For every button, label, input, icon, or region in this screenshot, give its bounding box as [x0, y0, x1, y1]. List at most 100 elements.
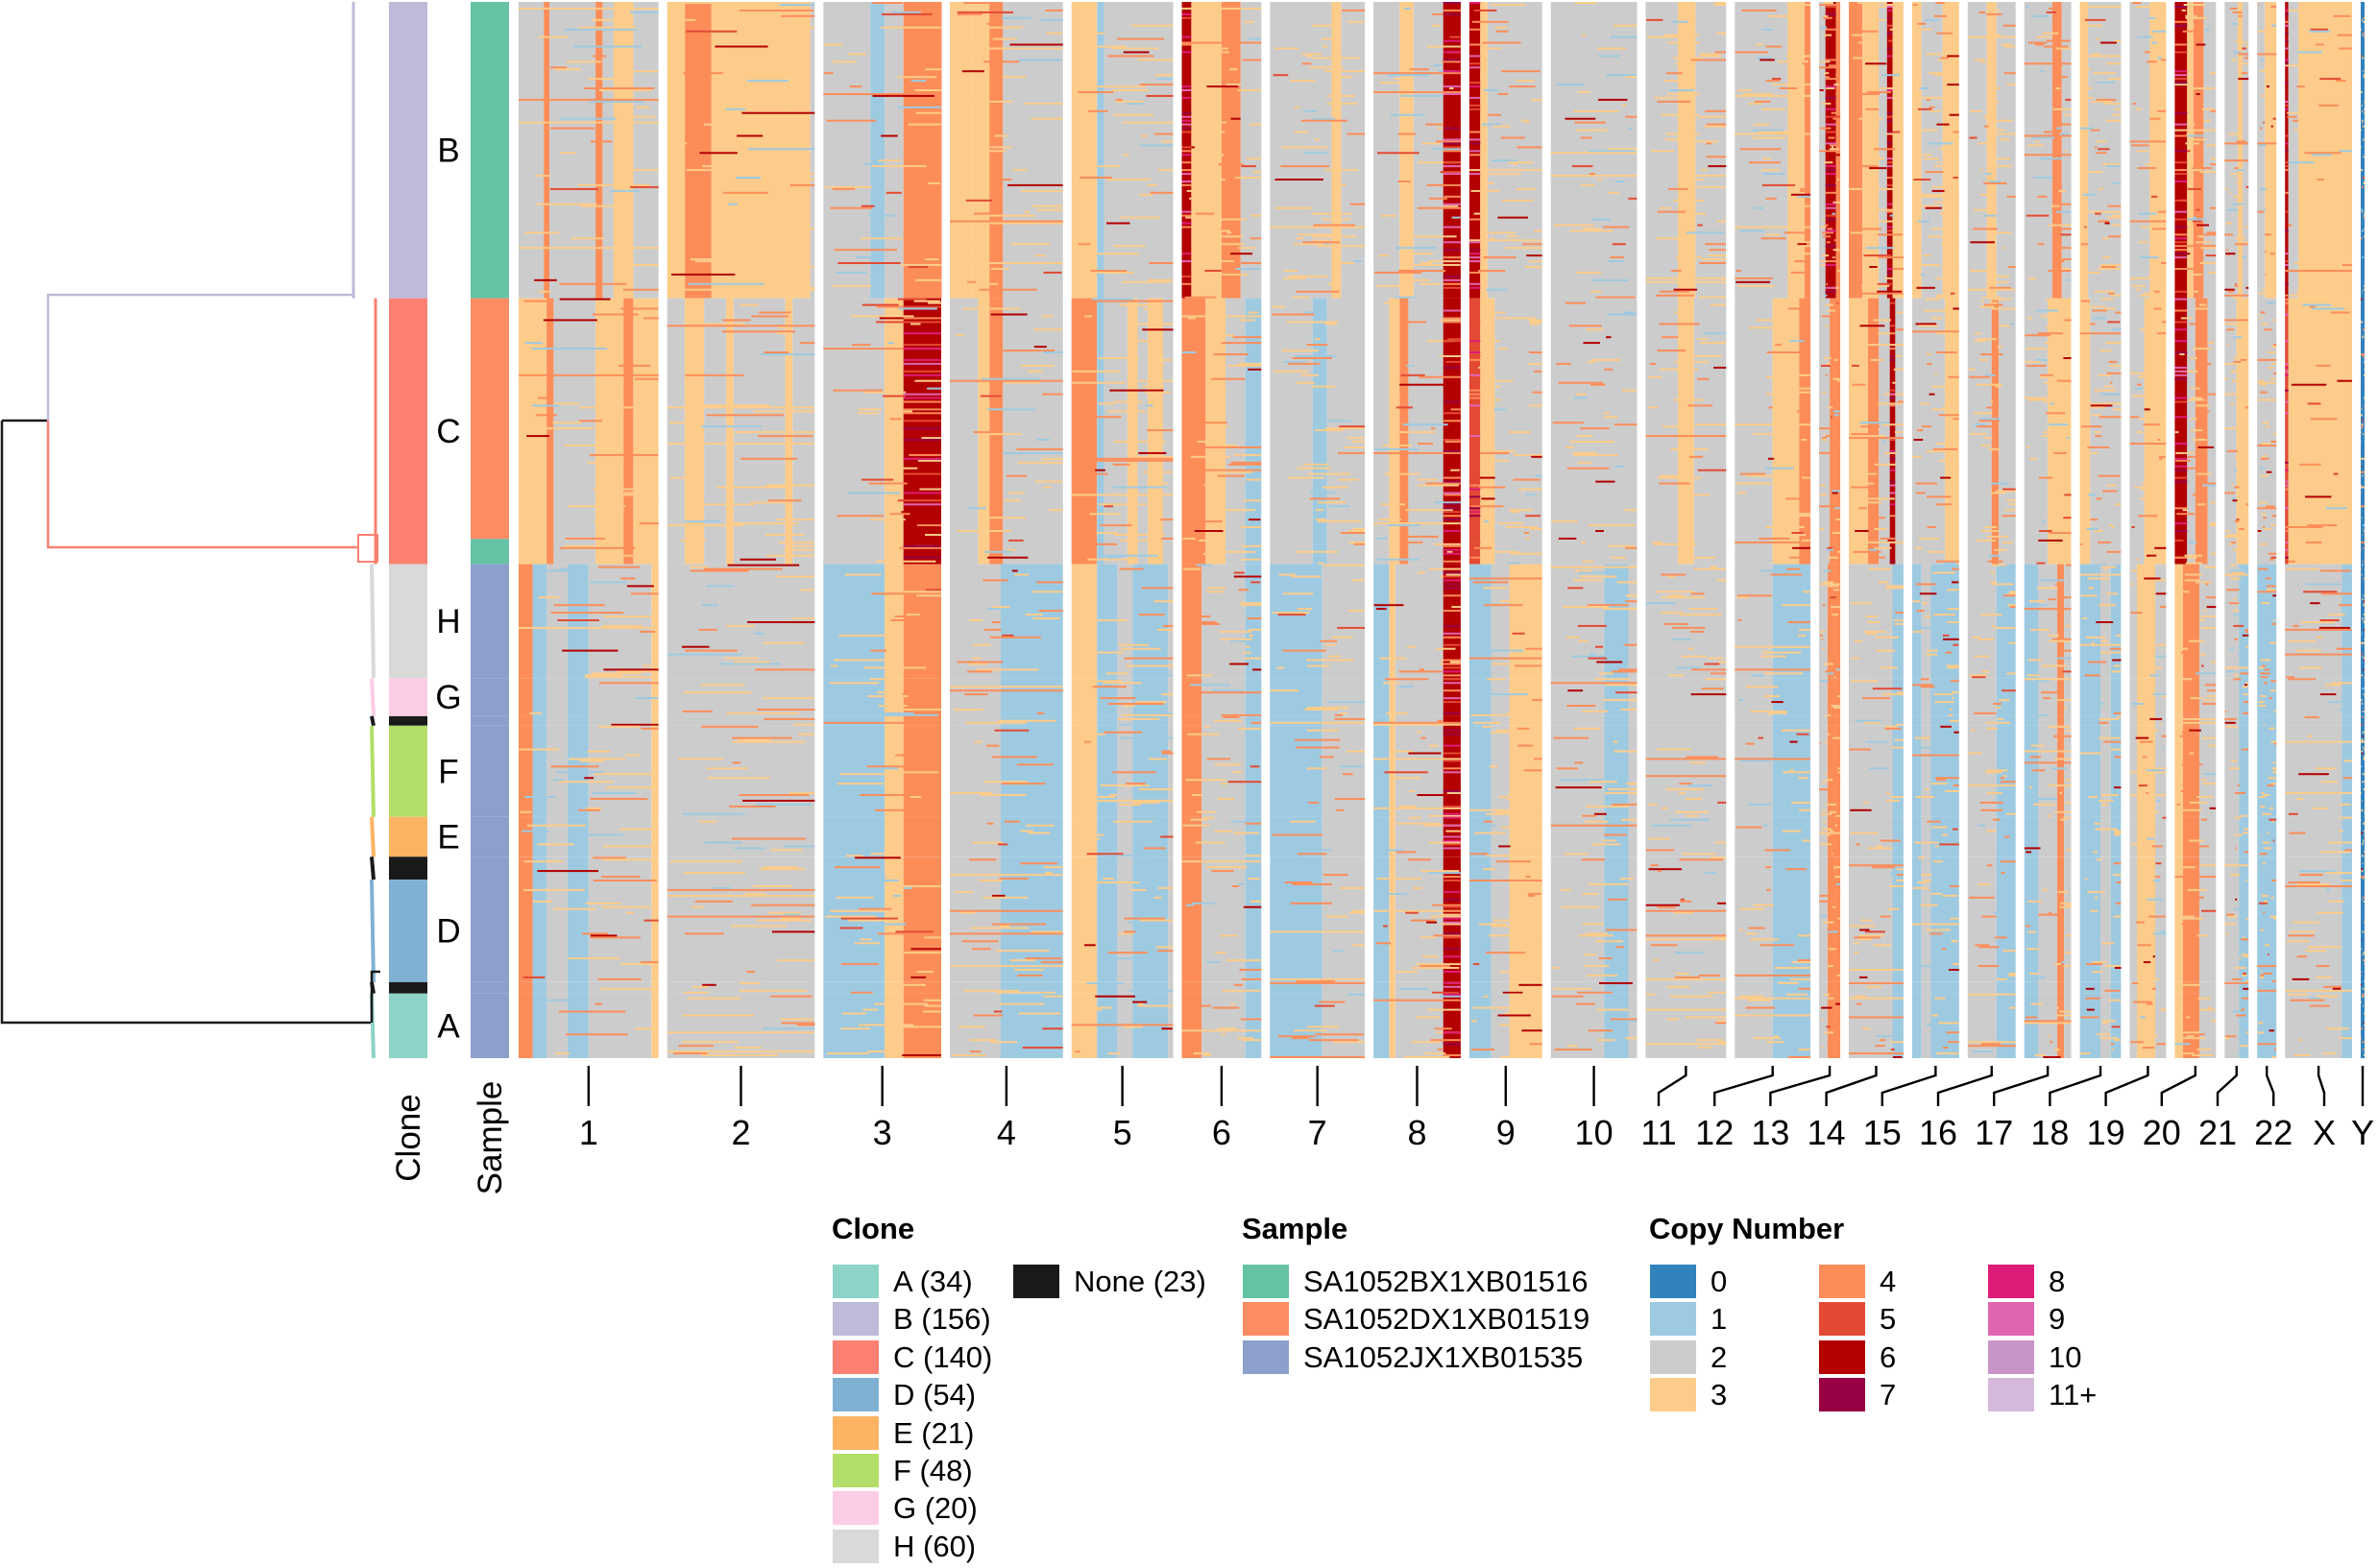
cn-cell-run	[1587, 604, 1629, 607]
cn-cell-run	[2262, 812, 2271, 815]
cn-cell-run	[870, 649, 886, 652]
cn-cell-run	[602, 858, 659, 861]
cn-cell-run	[1611, 803, 1638, 806]
cn-cell-run	[1948, 210, 1959, 213]
cn-cell-run	[524, 342, 544, 345]
cn-cell-run	[1443, 643, 1461, 646]
cn-cell-run	[2285, 161, 2289, 164]
cn-cell-run	[2234, 967, 2247, 969]
cn-cell-run	[2238, 14, 2243, 17]
cn-cell-run	[2174, 70, 2188, 73]
cn-cell-run	[1859, 929, 1870, 931]
cn-cell-run	[1250, 721, 1262, 724]
cn-cell-run	[1827, 309, 1835, 312]
cn-cell-run	[1031, 930, 1063, 933]
cn-cell-run	[2259, 835, 2261, 838]
cn-cell-run	[1429, 197, 1447, 200]
cn-cell-run	[2187, 888, 2207, 891]
cn-cell-run	[881, 134, 898, 137]
cn-cell-run	[1886, 161, 1893, 164]
cn-cell-run	[1894, 622, 1904, 625]
cn-cell-run	[903, 344, 941, 347]
cn-cell-run	[2130, 612, 2143, 615]
cn-cell-run	[991, 606, 1010, 609]
cn-cell-run	[2231, 571, 2245, 574]
cn-cell-run	[913, 300, 940, 302]
cn-cell-run	[2008, 266, 2016, 268]
cn-cell-run	[2273, 12, 2277, 15]
cn-cell-run	[2131, 703, 2145, 705]
cn-segment	[1604, 993, 1629, 1058]
cn-cell-run	[696, 404, 770, 407]
cn-cell-run	[2027, 930, 2036, 933]
cn-segment	[2257, 880, 2277, 982]
cn-cell-run	[1111, 47, 1159, 50]
cn-cell-run	[1528, 404, 1542, 407]
cn-cell-run	[2237, 32, 2240, 35]
cn-cell-run	[2342, 32, 2352, 35]
cn-cell-run	[1511, 552, 1542, 555]
cn-cell-run	[2285, 264, 2289, 266]
cn-segment	[568, 981, 589, 994]
cn-cell-run	[1430, 1039, 1461, 1042]
cn-cell-run	[2174, 539, 2184, 542]
cn-cell-run	[1802, 591, 1811, 593]
cn-cell-run	[733, 661, 770, 663]
cn-cell-run	[1983, 437, 1993, 440]
cn-cell-run	[2285, 39, 2289, 42]
cn-cell-run	[2100, 298, 2114, 301]
cn-cell-run	[2261, 792, 2265, 794]
cn-cell-run	[2137, 849, 2156, 852]
cn-cell-run	[1801, 439, 1808, 441]
cn-cell-run	[903, 591, 941, 593]
cn-cell-run	[573, 45, 643, 48]
cn-cell-run	[1161, 693, 1174, 696]
cn-cell-run	[1074, 70, 1080, 73]
cn-cell-run	[1025, 585, 1063, 588]
cn-cell-run	[1443, 905, 1461, 908]
cn-cell-run	[1827, 929, 1829, 931]
cn-cell-run	[1850, 231, 1878, 234]
cn-cell-run	[1897, 874, 1904, 877]
cn-cell-run	[1978, 142, 1991, 145]
cn-cell-run	[1995, 133, 2016, 135]
cn-cell-run	[1443, 932, 1461, 935]
cn-cell-run	[1249, 634, 1253, 637]
cn-cell-run	[1695, 179, 1705, 181]
cn-cell-run	[2088, 494, 2097, 496]
cn-cell-run	[1996, 490, 2016, 493]
cn-cell-run	[2190, 357, 2197, 359]
cn-cell-run	[1443, 519, 1461, 521]
cn-cell-run	[1833, 866, 1840, 869]
tree-branch-rest	[370, 970, 380, 1023]
cn-cell-run	[1929, 109, 1942, 112]
cn-cell-run	[1203, 725, 1210, 728]
cn-cell-run	[2285, 294, 2289, 297]
cn-cell-run	[1308, 472, 1351, 475]
cn-cell-run	[925, 68, 941, 71]
phylogenetic-tree	[0, 2, 380, 1059]
cn-segment	[1331, 2, 1342, 299]
cn-cell-run	[1348, 530, 1365, 532]
cn-cell-run	[1182, 621, 1217, 623]
cn-cell-run	[1704, 872, 1717, 875]
cn-cell-run	[1918, 537, 1939, 540]
cn-cell-run	[1661, 596, 1706, 599]
cn-cell-run	[1917, 108, 1932, 110]
cn-cell-run	[2055, 1014, 2072, 1017]
cn-cell-run	[2151, 30, 2167, 33]
cn-segment	[1628, 816, 1638, 857]
cn-cell-run	[737, 125, 756, 128]
cn-cell-run	[1739, 472, 1766, 475]
cn-cell-run	[1565, 117, 1596, 120]
cn-cell-run	[1306, 767, 1327, 770]
cn-cell-run	[1181, 115, 1192, 118]
cn-cell-run	[1148, 278, 1174, 281]
cn-segment	[588, 715, 652, 726]
cn-cell-run	[983, 579, 1008, 582]
cn-cell-run	[1747, 803, 1771, 806]
cn-cell-run	[969, 619, 983, 621]
cn-segment	[1168, 725, 1174, 817]
cn-cell-run	[1231, 885, 1240, 887]
